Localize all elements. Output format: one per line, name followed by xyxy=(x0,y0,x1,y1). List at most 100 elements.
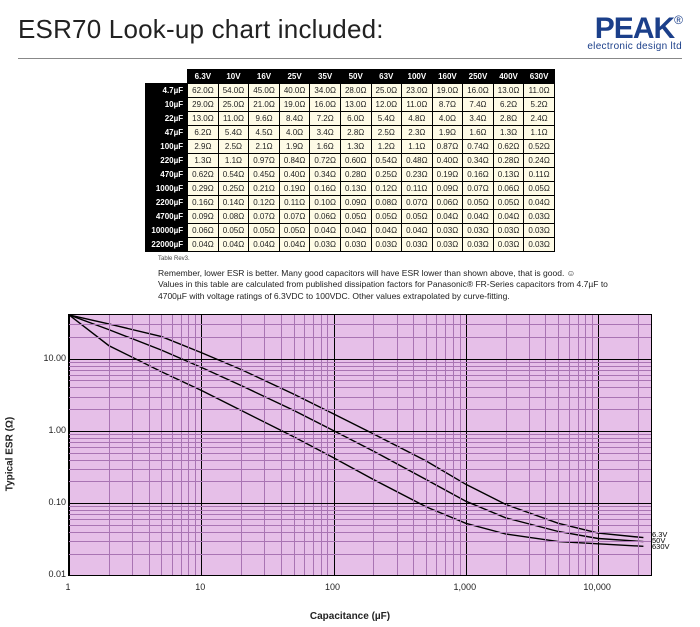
table-cell: 0.74Ω xyxy=(463,140,494,154)
table-cell: 2.8Ω xyxy=(493,112,524,126)
table-cell: 25.0Ω xyxy=(371,84,402,98)
table-cell: 2.4Ω xyxy=(524,112,555,126)
table-cell: 29.0Ω xyxy=(188,98,219,112)
y-tick: 0.01 xyxy=(26,569,66,579)
table-cell: 6.2Ω xyxy=(188,126,219,140)
table-cell: 0.03Ω xyxy=(463,238,494,252)
table-cell: 0.03Ω xyxy=(524,210,555,224)
table-cell: 0.52Ω xyxy=(524,140,555,154)
table-cell: 34.0Ω xyxy=(310,84,341,98)
table-cell: 13.0Ω xyxy=(188,112,219,126)
column-header: 400V xyxy=(493,70,524,84)
table-cell: 11.0Ω xyxy=(524,84,555,98)
table-cell: 0.87Ω xyxy=(432,140,463,154)
table-cell: 0.54Ω xyxy=(371,154,402,168)
table-cell: 5.4Ω xyxy=(371,112,402,126)
table-cell: 0.28Ω xyxy=(340,168,371,182)
table-cell: 0.25Ω xyxy=(371,168,402,182)
column-header: 16V xyxy=(249,70,280,84)
table-row: 4.7µF62.0Ω54.0Ω45.0Ω40.0Ω34.0Ω28.0Ω25.0Ω… xyxy=(146,84,555,98)
table-cell: 0.97Ω xyxy=(249,154,280,168)
table-cell: 0.05Ω xyxy=(402,210,433,224)
table-cell: 0.07Ω xyxy=(279,210,310,224)
series-630V xyxy=(69,315,643,546)
table-cell: 45.0Ω xyxy=(249,84,280,98)
row-header: 47µF xyxy=(146,126,188,140)
esr-chart: Typical ESR (Ω) Capacitance (µF) 0.010.1… xyxy=(18,314,682,594)
table-cell: 0.16Ω xyxy=(310,182,341,196)
x-tick: 1 xyxy=(65,582,70,592)
table-cell: 0.09Ω xyxy=(340,196,371,210)
row-header: 22µF xyxy=(146,112,188,126)
logo-subtitle: electronic design ltd xyxy=(587,42,682,52)
table-cell: 0.08Ω xyxy=(371,196,402,210)
table-cell: 0.25Ω xyxy=(218,182,249,196)
table-cell: 5.2Ω xyxy=(524,98,555,112)
table-cell: 0.05Ω xyxy=(463,196,494,210)
table-cell: 0.13Ω xyxy=(493,168,524,182)
table-notes: Remember, lower ESR is better. Many good… xyxy=(158,268,618,302)
table-cell: 0.04Ω xyxy=(340,224,371,238)
table-cell: 0.34Ω xyxy=(310,168,341,182)
row-header: 470µF xyxy=(146,168,188,182)
y-tick: 1.00 xyxy=(26,425,66,435)
plot-area xyxy=(68,314,652,576)
table-cell: 0.40Ω xyxy=(432,154,463,168)
table-cell: 0.10Ω xyxy=(310,196,341,210)
table-cell: 0.07Ω xyxy=(463,182,494,196)
table-cell: 0.19Ω xyxy=(432,168,463,182)
table-cell: 0.13Ω xyxy=(340,182,371,196)
table-cell: 25.0Ω xyxy=(218,98,249,112)
table-cell: 11.0Ω xyxy=(218,112,249,126)
table-cell: 0.03Ω xyxy=(432,238,463,252)
table-cell: 2.9Ω xyxy=(188,140,219,154)
table-cell: 1.1Ω xyxy=(402,140,433,154)
table-row: 22µF13.0Ω11.0Ω9.6Ω8.4Ω7.2Ω6.0Ω5.4Ω4.8Ω4.… xyxy=(146,112,555,126)
table-cell: 9.6Ω xyxy=(249,112,280,126)
table-cell: 0.48Ω xyxy=(402,154,433,168)
table-cell: 0.11Ω xyxy=(402,182,433,196)
y-tick: 0.10 xyxy=(26,497,66,507)
table-cell: 0.04Ω xyxy=(402,224,433,238)
table-cell: 0.03Ω xyxy=(463,224,494,238)
table-cell: 0.09Ω xyxy=(188,210,219,224)
table-cell: 0.12Ω xyxy=(249,196,280,210)
table-cell: 0.28Ω xyxy=(493,154,524,168)
table-cell: 0.05Ω xyxy=(524,182,555,196)
series-6.3V xyxy=(69,315,643,538)
table-cell: 0.11Ω xyxy=(524,168,555,182)
table-cell: 0.21Ω xyxy=(249,182,280,196)
logo-text: PEAK® xyxy=(587,14,682,44)
table-cell: 1.3Ω xyxy=(188,154,219,168)
table-cell: 5.4Ω xyxy=(218,126,249,140)
row-header: 1000µF xyxy=(146,182,188,196)
table-cell: 0.04Ω xyxy=(310,224,341,238)
row-header: 22000µF xyxy=(146,238,188,252)
table-cell: 0.09Ω xyxy=(432,182,463,196)
table-row: 22000µF0.04Ω0.04Ω0.04Ω0.04Ω0.03Ω0.03Ω0.0… xyxy=(146,238,555,252)
table-cell: 0.03Ω xyxy=(493,224,524,238)
table-cell: 0.04Ω xyxy=(463,210,494,224)
table-cell: 0.04Ω xyxy=(432,210,463,224)
table-cell: 0.03Ω xyxy=(432,224,463,238)
table-cell: 7.4Ω xyxy=(463,98,494,112)
table-cell: 6.0Ω xyxy=(340,112,371,126)
table-cell: 40.0Ω xyxy=(279,84,310,98)
x-tick: 100 xyxy=(325,582,340,592)
table-cell: 1.3Ω xyxy=(340,140,371,154)
table-cell: 0.72Ω xyxy=(310,154,341,168)
row-header: 10000µF xyxy=(146,224,188,238)
table-cell: 0.60Ω xyxy=(340,154,371,168)
column-header: 50V xyxy=(340,70,371,84)
table-cell: 0.84Ω xyxy=(279,154,310,168)
row-header: 220µF xyxy=(146,154,188,168)
note-line-2: Values in this table are calculated from… xyxy=(158,279,618,302)
x-axis-label: Capacitance (µF) xyxy=(310,611,390,622)
column-header: 25V xyxy=(279,70,310,84)
y-tick: 10.00 xyxy=(26,353,66,363)
table-row: 10000µF0.06Ω0.05Ω0.05Ω0.05Ω0.04Ω0.04Ω0.0… xyxy=(146,224,555,238)
table-cell: 16.0Ω xyxy=(310,98,341,112)
note-line-1: Remember, lower ESR is better. Many good… xyxy=(158,268,618,279)
series-label: 630V xyxy=(652,542,670,551)
table-cell: 0.05Ω xyxy=(249,224,280,238)
